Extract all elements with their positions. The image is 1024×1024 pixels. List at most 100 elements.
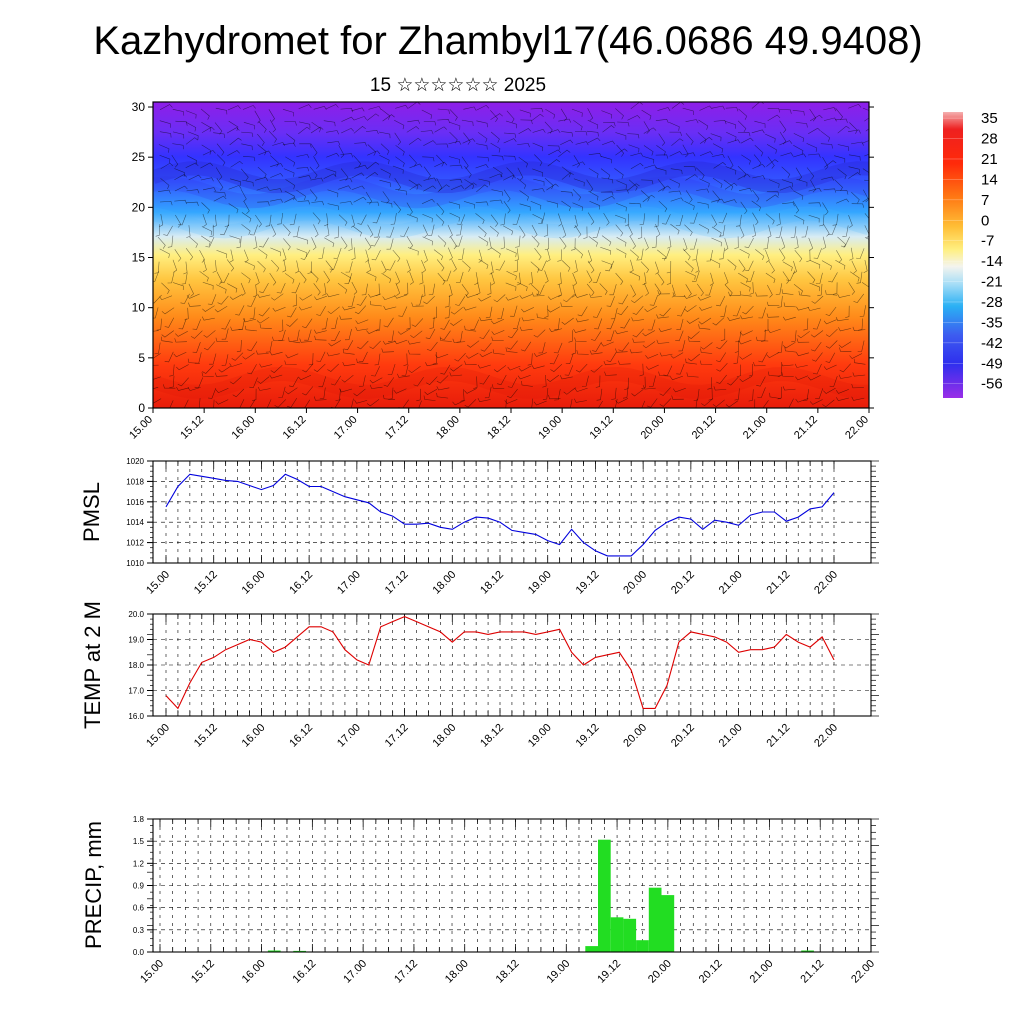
wind-barb	[793, 283, 803, 295]
wind-barb	[351, 398, 354, 408]
wind-barb	[719, 224, 726, 237]
wind-barb	[823, 107, 837, 112]
wind-barb	[300, 249, 311, 260]
date-tick-label: 18.12	[478, 722, 506, 750]
wind-barb	[538, 212, 546, 224]
wind-barb	[255, 176, 269, 181]
wind-barb	[158, 144, 170, 153]
wind-barb	[600, 156, 612, 164]
wind-barb	[864, 225, 869, 239]
wind-barb	[335, 388, 341, 401]
wind-barb	[479, 351, 493, 358]
wind-barb	[615, 224, 624, 237]
wind-barb	[632, 306, 644, 315]
wind-barb	[380, 143, 390, 155]
date-tick-label: 21.00	[748, 958, 776, 986]
wind-barb	[205, 236, 215, 248]
height-tick-label: 25	[132, 150, 146, 164]
wind-barb	[658, 371, 671, 377]
wind-barb	[595, 375, 601, 388]
wind-barb	[513, 260, 518, 273]
wind-barb	[372, 212, 381, 224]
wind-barb	[735, 214, 742, 227]
wind-barb	[313, 224, 319, 238]
wind-barb	[630, 284, 636, 298]
wind-barb	[544, 270, 549, 284]
wind-barb	[341, 127, 355, 134]
wind-barb	[256, 186, 270, 191]
wind-barb	[172, 282, 184, 291]
date-tick-label: 19.00	[536, 414, 564, 442]
wind-barb	[766, 352, 780, 359]
wind-barb	[738, 259, 746, 272]
wind-barb	[215, 337, 229, 342]
precip-bar	[585, 946, 598, 952]
wind-barb	[667, 235, 672, 249]
wind-barb	[452, 338, 466, 343]
wind-barb	[627, 115, 641, 121]
wind-barb	[503, 155, 516, 161]
wind-barb	[171, 154, 179, 168]
wind-barb	[808, 187, 822, 192]
wind-barb	[655, 119, 669, 124]
colorbar-label: 35	[981, 110, 998, 127]
wind-barb	[627, 224, 633, 237]
wind-barb	[216, 143, 225, 156]
wind-barb	[231, 352, 244, 361]
wind-barb	[518, 365, 532, 372]
wind-barb	[408, 179, 419, 190]
wind-barb	[221, 328, 229, 340]
wind-barb	[259, 282, 269, 294]
wind-barb	[187, 358, 200, 364]
wind-barb	[642, 272, 647, 286]
wind-barb	[533, 352, 547, 357]
wind-barb	[536, 313, 549, 320]
wind-barb	[408, 102, 421, 109]
wind-barb	[175, 120, 188, 126]
wind-barb	[185, 110, 197, 119]
wind-barb	[242, 179, 254, 187]
wind-barb	[766, 144, 777, 154]
wind-barb	[194, 377, 204, 388]
wind-barb	[434, 126, 447, 133]
wind-barb	[558, 118, 572, 123]
wind-barb	[228, 185, 242, 190]
wind-barb	[615, 214, 626, 223]
wind-barb	[422, 156, 435, 162]
wind-barb	[571, 108, 583, 117]
wind-barb	[236, 236, 242, 249]
wind-barb	[202, 150, 216, 156]
wind-barb	[383, 394, 396, 400]
wind-barb	[215, 107, 228, 115]
wind-barb	[861, 282, 869, 288]
wind-barb	[426, 376, 438, 385]
wind-barb	[853, 293, 865, 304]
wind-barb	[153, 364, 159, 366]
date-tick-label: 21.12	[764, 569, 792, 597]
wind-barb	[357, 340, 369, 350]
wind-barb	[353, 388, 366, 397]
wind-barb	[744, 237, 754, 249]
wind-barb	[532, 292, 545, 297]
wind-barb	[809, 108, 817, 122]
wind-barb	[587, 137, 601, 144]
wind-barb	[476, 104, 490, 111]
wind-barb	[712, 143, 724, 153]
date-tick-label: 19.12	[574, 569, 602, 597]
y-tick-label: 18.0	[128, 661, 144, 670]
date-tick-label: 18.12	[494, 958, 522, 986]
wind-barb	[406, 202, 413, 216]
wind-barb	[616, 180, 627, 189]
wind-barb	[153, 353, 161, 359]
wind-barb	[712, 399, 725, 408]
wind-barb	[643, 121, 650, 134]
wind-barb	[625, 213, 630, 227]
wind-barb	[175, 214, 182, 228]
wind-barb	[339, 201, 353, 206]
wind-barb	[574, 398, 587, 403]
wind-barb	[492, 384, 505, 389]
wind-barb	[230, 160, 243, 168]
wind-barb	[746, 270, 755, 282]
wind-barb	[354, 305, 367, 315]
wind-barb	[767, 284, 773, 298]
